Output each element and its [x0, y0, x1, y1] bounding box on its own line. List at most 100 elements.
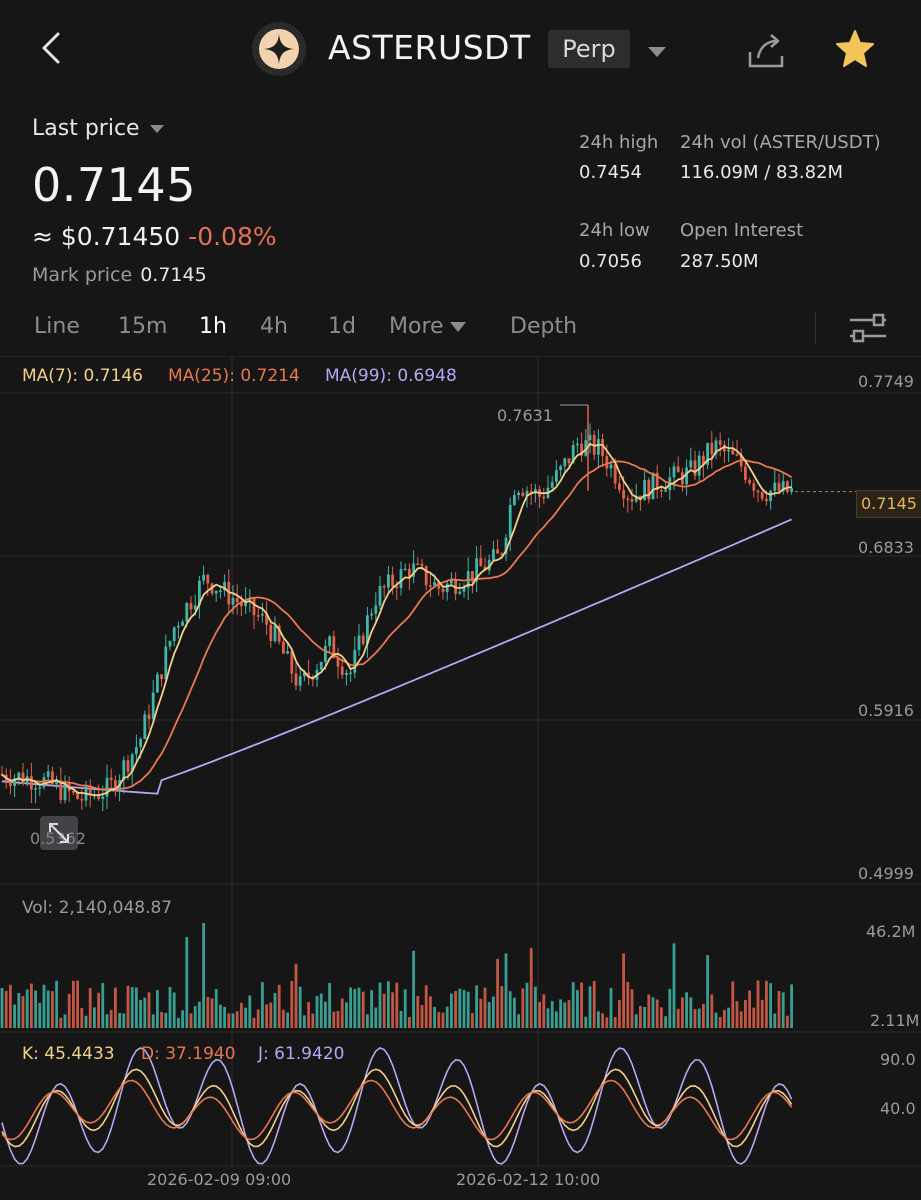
candle-body: [710, 442, 714, 455]
volume-bar: [67, 993, 71, 1028]
candle-body: [298, 676, 302, 686]
candle-body: [160, 674, 163, 680]
price-axis-tick: 0.4999: [858, 864, 914, 883]
volume-label: Vol: 2,140,048.87: [22, 898, 173, 918]
volume-bar: [353, 988, 357, 1028]
candle-body: [727, 449, 730, 452]
volume-bar: [429, 996, 432, 1028]
volume-bar: [781, 992, 785, 1028]
candle-body: [613, 464, 617, 484]
volume-bar: [235, 1011, 239, 1028]
candle-body: [450, 579, 453, 584]
candle-body: [143, 714, 147, 739]
share-icon[interactable]: [744, 28, 788, 72]
volume-bar: [706, 955, 709, 1028]
candle-body: [240, 602, 243, 607]
chart-settings-icon[interactable]: [848, 312, 888, 344]
candle-body: [168, 641, 172, 647]
volume-bar: [0, 988, 4, 1028]
candle-body: [105, 777, 109, 797]
volume-bar: [9, 984, 12, 1028]
last-price-selector[interactable]: Last price: [32, 116, 164, 141]
candle-body: [429, 585, 432, 587]
volume-bar: [735, 1001, 739, 1028]
volume-bar: [466, 991, 470, 1028]
candle-body: [714, 440, 718, 455]
tab-depth[interactable]: Depth: [510, 314, 578, 339]
tab-more[interactable]: More: [389, 314, 466, 339]
back-arrow-icon[interactable]: [34, 28, 74, 68]
kdj-j-label: J: 61.9420: [258, 1044, 345, 1064]
ma99-line: [1, 518, 792, 795]
candle-body: [13, 778, 16, 786]
candle-body: [349, 672, 352, 675]
candle-body: [601, 439, 604, 456]
candle-body: [219, 590, 222, 593]
volume-bar: [13, 1004, 16, 1028]
candle-body: [597, 439, 600, 455]
volume-bar: [340, 998, 344, 1028]
candle-body: [643, 479, 646, 501]
volume-bar: [525, 982, 529, 1028]
volume-bar: [550, 1001, 554, 1028]
candle-body: [265, 613, 268, 625]
volume-bar: [273, 993, 277, 1028]
volume-bar: [634, 1014, 638, 1028]
candle-body: [256, 615, 260, 617]
volume-bar: [790, 984, 793, 1028]
candle-body: [689, 460, 693, 468]
volume-bar: [290, 981, 294, 1028]
volume-bar: [786, 1015, 789, 1028]
volume-bar: [643, 1006, 646, 1028]
candle-body: [609, 464, 613, 469]
volume-bar: [177, 1017, 180, 1028]
candle-body: [319, 661, 323, 670]
candle-body: [164, 646, 168, 680]
candle-body: [584, 440, 588, 456]
tab-4h[interactable]: 4h: [260, 314, 288, 339]
candle-body: [261, 613, 264, 616]
kline-chart[interactable]: [0, 356, 921, 1200]
candle-body: [303, 672, 306, 677]
expand-chart-icon[interactable]: [40, 816, 78, 850]
volume-bar: [517, 1014, 520, 1028]
volume-bar: [584, 1016, 588, 1028]
volume-bar: [391, 992, 394, 1028]
candle-body: [672, 466, 676, 478]
volume-bar: [475, 985, 478, 1028]
kdj-axis-tick: 40.0: [880, 1099, 916, 1118]
price-axis-tick: 0.7749: [858, 372, 914, 391]
candle-body: [130, 754, 134, 772]
candle-body: [786, 481, 789, 492]
volume-bar: [114, 987, 117, 1028]
symbol-title[interactable]: ASTERUSDT: [328, 28, 531, 67]
tab-15m[interactable]: 15m: [118, 314, 168, 339]
volume-bar: [576, 990, 579, 1028]
volume-bar: [597, 1011, 600, 1028]
tab-1d[interactable]: 1d: [328, 314, 356, 339]
candle-body: [147, 714, 151, 720]
volume-bar: [319, 993, 323, 1028]
candle-body: [122, 760, 126, 781]
candle-body: [336, 658, 340, 667]
volume-bar: [727, 1007, 730, 1028]
volume-bar: [370, 990, 373, 1028]
kdj-j-line: [1, 1046, 793, 1165]
candle-body: [685, 467, 688, 485]
tab-line[interactable]: Line: [34, 314, 80, 339]
volume-bar: [21, 996, 25, 1028]
chevron-down-icon[interactable]: [648, 44, 666, 63]
volume-bar: [349, 987, 352, 1028]
candle-body: [277, 625, 281, 642]
candle-body: [588, 434, 592, 441]
candle-body: [752, 483, 756, 491]
volume-bar: [567, 1000, 571, 1028]
volume-bar: [769, 983, 772, 1028]
tab-1h[interactable]: 1h: [199, 314, 227, 339]
candle-body: [647, 479, 651, 500]
volume-bar: [227, 1013, 231, 1028]
candle-body: [525, 490, 529, 496]
star-icon[interactable]: [832, 26, 878, 72]
candle-body: [697, 455, 701, 476]
candle-body: [534, 489, 537, 493]
